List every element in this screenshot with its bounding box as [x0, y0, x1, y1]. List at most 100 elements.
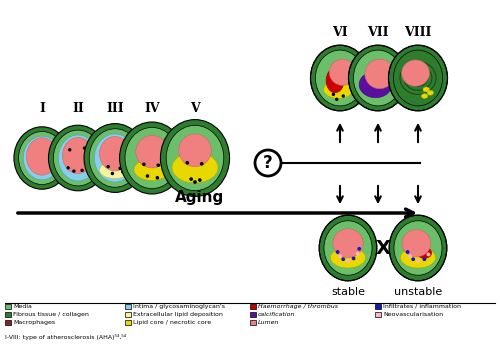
- Text: Infiltrates / inflammation: Infiltrates / inflammation: [383, 304, 461, 309]
- Ellipse shape: [136, 136, 168, 168]
- Ellipse shape: [24, 136, 60, 180]
- Bar: [5, 320, 11, 325]
- Ellipse shape: [394, 221, 442, 275]
- Circle shape: [190, 178, 192, 180]
- Ellipse shape: [388, 45, 448, 111]
- Ellipse shape: [333, 229, 363, 258]
- Ellipse shape: [427, 90, 434, 95]
- Ellipse shape: [389, 215, 447, 281]
- Ellipse shape: [100, 137, 130, 171]
- Ellipse shape: [359, 71, 392, 98]
- Ellipse shape: [422, 93, 428, 99]
- Ellipse shape: [160, 120, 230, 196]
- Ellipse shape: [326, 68, 344, 93]
- Ellipse shape: [348, 45, 408, 111]
- Ellipse shape: [54, 130, 102, 186]
- Text: VII: VII: [367, 26, 389, 39]
- Text: Macrophages: Macrophages: [13, 320, 55, 325]
- Text: ?: ?: [263, 154, 273, 172]
- Circle shape: [358, 248, 360, 250]
- Text: IV: IV: [144, 101, 160, 115]
- Circle shape: [73, 170, 75, 172]
- Circle shape: [417, 259, 419, 262]
- Bar: [250, 320, 256, 325]
- Bar: [375, 304, 381, 309]
- Text: Aging: Aging: [176, 190, 224, 205]
- Ellipse shape: [417, 247, 432, 258]
- Circle shape: [347, 259, 349, 262]
- Text: Haemorrhage / thrombus: Haemorrhage / thrombus: [258, 304, 338, 309]
- Circle shape: [352, 257, 355, 259]
- Ellipse shape: [172, 152, 218, 183]
- Circle shape: [186, 162, 188, 164]
- Circle shape: [409, 255, 411, 257]
- Ellipse shape: [423, 87, 430, 92]
- Ellipse shape: [120, 122, 184, 194]
- Circle shape: [332, 93, 334, 95]
- Bar: [125, 312, 131, 317]
- Ellipse shape: [26, 138, 58, 175]
- Ellipse shape: [354, 50, 403, 106]
- Circle shape: [107, 166, 109, 168]
- Circle shape: [336, 98, 338, 100]
- Text: Lumen: Lumen: [258, 320, 280, 325]
- Ellipse shape: [330, 247, 366, 268]
- Circle shape: [146, 175, 148, 177]
- Text: Lipid core / necrotic core: Lipid core / necrotic core: [133, 320, 211, 325]
- Text: I-VIII: type of atherosclerosis (AHA)⁵³,⁵⁴: I-VIII: type of atherosclerosis (AHA)⁵³,…: [5, 334, 126, 340]
- Text: Media: Media: [13, 304, 32, 309]
- Circle shape: [143, 163, 145, 165]
- Ellipse shape: [14, 127, 70, 189]
- Text: Intima / glycosaminoglycan's: Intima / glycosaminoglycan's: [133, 304, 225, 309]
- Ellipse shape: [330, 59, 355, 85]
- Circle shape: [255, 150, 281, 176]
- Bar: [125, 320, 131, 325]
- Ellipse shape: [58, 135, 98, 181]
- Ellipse shape: [125, 127, 179, 189]
- Circle shape: [342, 258, 344, 260]
- Ellipse shape: [400, 247, 436, 268]
- Text: Neovascularisation: Neovascularisation: [383, 312, 443, 317]
- Text: Extracellular lipid deposition: Extracellular lipid deposition: [133, 312, 223, 317]
- Circle shape: [423, 258, 426, 260]
- Ellipse shape: [100, 161, 130, 179]
- Ellipse shape: [316, 50, 364, 106]
- Bar: [375, 312, 381, 317]
- Circle shape: [356, 253, 359, 255]
- Text: II: II: [72, 101, 84, 115]
- Circle shape: [112, 172, 114, 175]
- Ellipse shape: [319, 215, 377, 281]
- Ellipse shape: [134, 159, 170, 180]
- Circle shape: [406, 251, 409, 253]
- Text: I: I: [39, 101, 45, 115]
- Bar: [250, 304, 256, 309]
- Text: VI: VI: [332, 26, 348, 39]
- Text: III: III: [106, 101, 124, 115]
- Circle shape: [339, 255, 341, 257]
- Circle shape: [157, 164, 160, 166]
- Circle shape: [81, 169, 83, 171]
- Ellipse shape: [365, 59, 394, 89]
- Ellipse shape: [94, 134, 136, 182]
- Circle shape: [67, 167, 69, 169]
- Circle shape: [156, 177, 158, 179]
- Bar: [125, 304, 131, 309]
- Ellipse shape: [89, 129, 141, 187]
- Circle shape: [194, 181, 196, 183]
- Text: X: X: [376, 238, 390, 257]
- Ellipse shape: [402, 230, 431, 257]
- Text: stable: stable: [331, 287, 365, 297]
- Ellipse shape: [48, 125, 108, 191]
- Circle shape: [69, 149, 71, 151]
- Ellipse shape: [324, 221, 372, 275]
- Circle shape: [200, 162, 203, 165]
- Bar: [5, 312, 11, 317]
- Ellipse shape: [310, 45, 370, 111]
- Ellipse shape: [62, 138, 94, 174]
- Circle shape: [427, 253, 430, 256]
- Ellipse shape: [84, 124, 146, 193]
- Circle shape: [198, 179, 201, 181]
- Circle shape: [122, 171, 124, 173]
- Ellipse shape: [402, 60, 429, 86]
- Text: V: V: [190, 101, 200, 115]
